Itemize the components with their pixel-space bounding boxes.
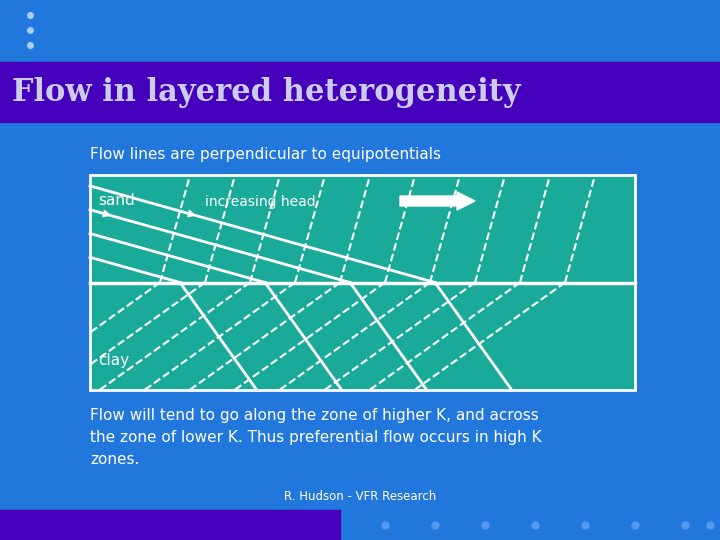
Text: R. Hudson - VFR Research: R. Hudson - VFR Research — [284, 490, 436, 503]
Text: sand: sand — [98, 193, 135, 208]
Bar — [90, 282, 635, 390]
Text: clay: clay — [98, 353, 129, 368]
Text: increasing head: increasing head — [205, 195, 315, 209]
FancyArrow shape — [400, 192, 475, 210]
Text: Flow lines are perpendicular to equipotentials: Flow lines are perpendicular to equipote… — [90, 147, 441, 163]
Bar — [90, 175, 635, 282]
Bar — [0, 510, 340, 540]
Text: Flow will tend to go along the zone of higher K, and across
the zone of lower K.: Flow will tend to go along the zone of h… — [90, 408, 541, 468]
Text: Flow in layered heterogeneity: Flow in layered heterogeneity — [12, 77, 521, 107]
Bar — [0, 62, 720, 122]
Bar — [90, 175, 635, 390]
